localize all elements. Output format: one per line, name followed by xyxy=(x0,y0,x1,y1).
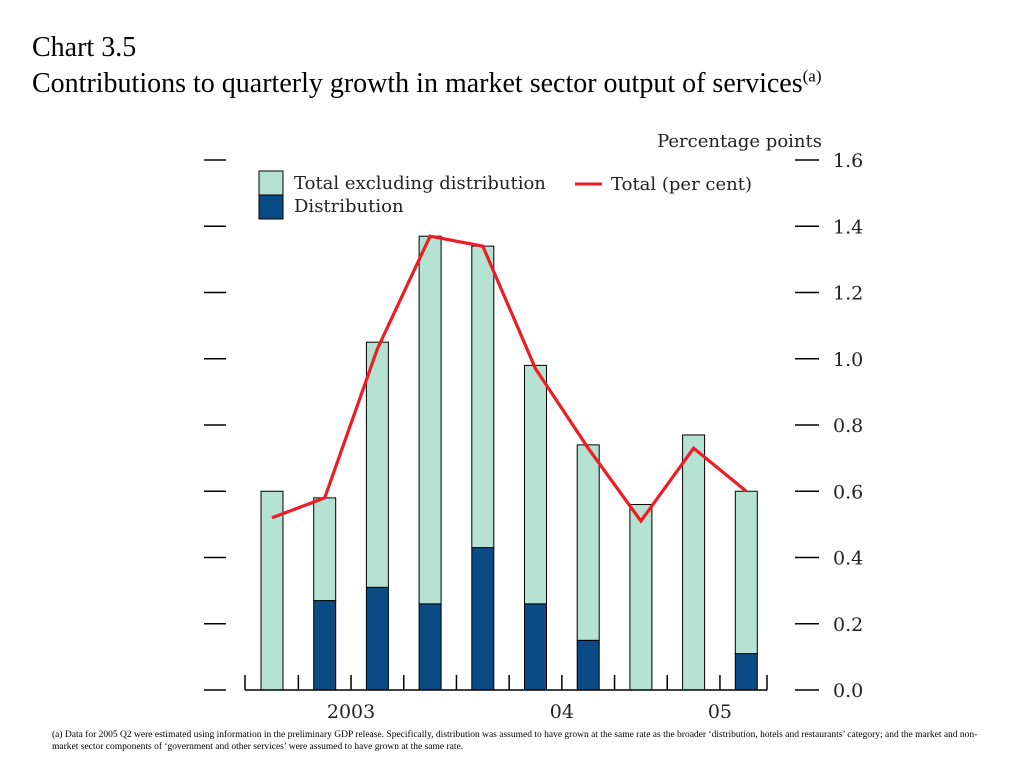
footnote-marker: (a) xyxy=(802,66,822,86)
y-tick-label: 1.4 xyxy=(833,216,863,238)
chart-number: Chart 3.5 xyxy=(32,32,137,63)
y-tick-label: 0.6 xyxy=(833,481,863,503)
bar-total-excl-distribution xyxy=(524,364,547,605)
y-tick-label: 0.0 xyxy=(833,680,863,702)
bar-distribution xyxy=(734,653,758,691)
y-tick-label: 1.6 xyxy=(833,150,863,172)
bar-distribution xyxy=(418,603,442,691)
bar-total-excl-distribution xyxy=(313,497,337,602)
x-tick-label: 04 xyxy=(550,701,574,723)
chart-heading-text: Contributions to quarterly growth in mar… xyxy=(32,68,803,99)
legend: Total excluding distribution Distributio… xyxy=(258,170,752,220)
legend-swatch-total-excl xyxy=(258,170,284,196)
x-tick-label: 05 xyxy=(708,701,732,723)
bar-total-excl-distribution xyxy=(629,504,653,691)
bar-total-excl-distribution xyxy=(471,245,495,549)
bar-distribution xyxy=(524,603,547,691)
chart-svg: Percentage points 0.0 0.2 0.4 0.6 0.8 1.0 1.2 1… xyxy=(204,131,863,723)
bar-distribution xyxy=(576,639,600,691)
left-axis-ticks xyxy=(204,159,226,691)
total-line-path xyxy=(271,234,748,524)
unit-label: Percentage points xyxy=(657,131,822,152)
legend-label-total-excl: Total excluding distribution xyxy=(294,173,546,194)
bars xyxy=(260,235,758,691)
chart-title: Chart 3.5 Contributions to quarterly gro… xyxy=(32,30,822,102)
bar-total-excl-distribution xyxy=(734,490,758,655)
bar-total-excl-distribution xyxy=(365,341,389,588)
chart-heading: Contributions to quarterly growth in mar… xyxy=(32,66,822,102)
legend-label-distribution: Distribution xyxy=(294,196,404,217)
legend-swatch-distribution xyxy=(258,194,284,220)
legend-label-total: Total (per cent) xyxy=(611,174,752,195)
bar-total-excl-distribution xyxy=(576,444,600,641)
x-axis: 2003 04 05 xyxy=(244,675,768,723)
footnote: (a) Data for 2005 Q2 were estimated usin… xyxy=(52,730,978,752)
bar-distribution xyxy=(471,547,495,691)
bar-distribution xyxy=(313,600,337,691)
bar-total-excl-distribution xyxy=(418,235,442,605)
y-tick-label: 1.2 xyxy=(833,283,863,305)
y-tick-label: 0.2 xyxy=(833,614,863,636)
right-axis: 0.0 0.2 0.4 0.6 0.8 1.0 1.2 1.4 1.6 xyxy=(795,150,863,702)
bar-distribution xyxy=(365,586,389,691)
y-tick-label: 1.0 xyxy=(833,349,863,371)
x-tick-label: 2003 xyxy=(327,701,375,723)
bar-total-excl-distribution xyxy=(682,434,706,691)
y-tick-label: 0.4 xyxy=(833,548,863,570)
bar-total-excl-distribution xyxy=(260,490,284,691)
total-line xyxy=(271,234,748,524)
y-tick-label: 0.8 xyxy=(833,415,863,437)
